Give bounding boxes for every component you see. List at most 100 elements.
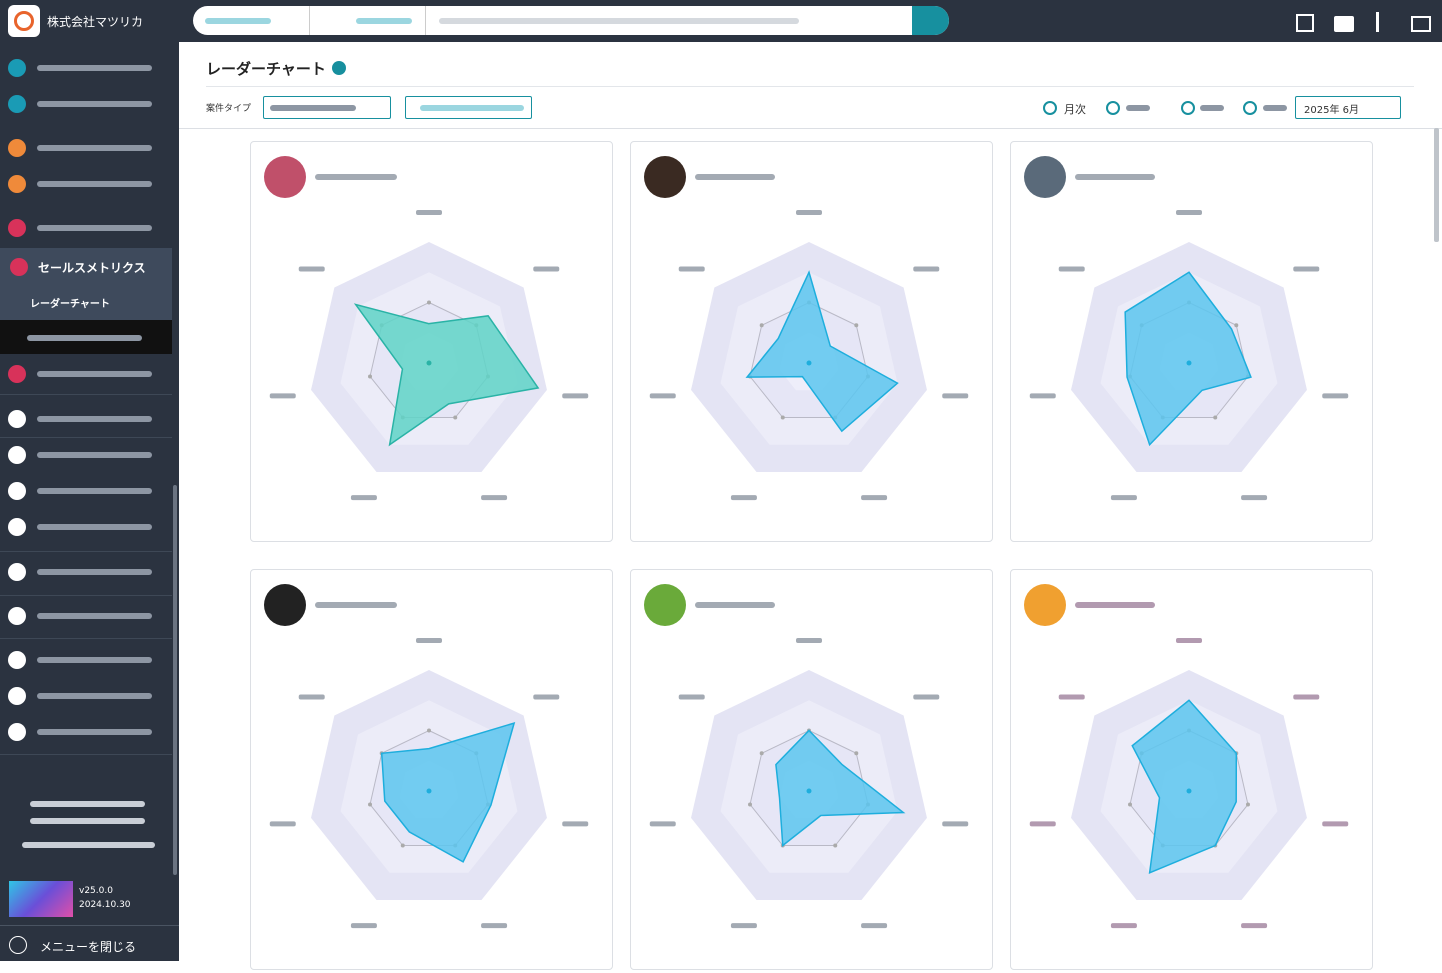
- axis-label: [861, 495, 888, 501]
- grid-dot: [854, 323, 859, 328]
- avatar: [644, 584, 686, 626]
- member-name: [1075, 602, 1155, 608]
- filter-button[interactable]: [405, 96, 532, 119]
- version: v25.0.0: [79, 886, 113, 896]
- member-name: [695, 602, 775, 608]
- center: [426, 360, 432, 366]
- period-select[interactable]: 2025年 6月: [1295, 96, 1401, 119]
- grid-ring: [720, 700, 898, 873]
- axis-label: [649, 821, 676, 827]
- axis-label: [1322, 393, 1349, 399]
- axis-label: [942, 393, 969, 399]
- banner: [9, 881, 73, 917]
- radar-area: [380, 721, 516, 863]
- grid-dot: [865, 374, 870, 379]
- axis-label: [481, 495, 508, 501]
- grid-ring: [1100, 272, 1278, 445]
- grid-dot: [379, 323, 384, 328]
- axis-label: [913, 266, 940, 272]
- section-label: セールスメトリクス: [38, 261, 146, 275]
- axis-label: [796, 210, 822, 215]
- grid-ring: [1159, 760, 1219, 819]
- grid-dot: [474, 323, 479, 328]
- member-card: [1010, 141, 1373, 542]
- grid-ring: [1129, 301, 1249, 419]
- help-icon[interactable]: [332, 61, 346, 75]
- grid-ring: [1071, 242, 1307, 473]
- member-card: [250, 141, 613, 542]
- grid-ring: [691, 670, 927, 901]
- grid-dot: [1128, 802, 1133, 807]
- search[interactable]: [193, 6, 949, 35]
- axis-label: [269, 393, 296, 399]
- axis-label: [1176, 638, 1202, 643]
- grid-dot: [1245, 374, 1250, 379]
- axis-label: [562, 821, 589, 827]
- radar-area: [775, 729, 906, 847]
- grid-ring: [399, 760, 459, 819]
- axis-label: [562, 393, 589, 399]
- grid-dot: [833, 843, 838, 848]
- grid-dot: [485, 374, 490, 379]
- grid-ring: [1071, 670, 1307, 901]
- company-name: 株式会社マツリカ: [47, 15, 144, 29]
- grid-dot: [368, 802, 373, 807]
- grid-dot: [1213, 843, 1218, 848]
- axis-label: [533, 266, 560, 272]
- axis-label: [649, 393, 676, 399]
- grid-dot: [759, 323, 764, 328]
- center: [806, 360, 812, 366]
- member-name: [1075, 174, 1155, 180]
- center: [426, 788, 432, 794]
- radar-chart: [1024, 584, 1349, 929]
- grid-dot: [453, 415, 458, 420]
- page-title: レーダーチャート: [206, 60, 326, 78]
- radio[interactable]: [1043, 101, 1057, 115]
- member-card: [250, 569, 613, 970]
- axis-label: [1241, 495, 1268, 501]
- grid-dot: [1187, 728, 1191, 733]
- center: [1186, 360, 1192, 366]
- axis-label: [298, 694, 325, 700]
- axis-label: [350, 495, 377, 501]
- grid-dot: [453, 843, 458, 848]
- grid-ring: [369, 301, 489, 419]
- axis-label: [861, 923, 888, 929]
- filter-label: 案件タイプ: [206, 104, 252, 114]
- axis-label: [1110, 495, 1137, 501]
- type-select[interactable]: [263, 96, 391, 119]
- grid-dot: [1234, 323, 1239, 328]
- axis-label: [1176, 210, 1202, 215]
- grid-dot: [865, 802, 870, 807]
- grid-dot: [379, 751, 384, 756]
- axis-label: [269, 821, 296, 827]
- axis-label: [730, 923, 757, 929]
- member-name: [315, 174, 397, 180]
- grid-dot: [427, 300, 431, 305]
- period-value: 2025年 6月: [1304, 105, 1359, 116]
- menu-section[interactable]: セールスメトリクス レーダーチャート: [0, 248, 172, 320]
- grid-ring: [1159, 332, 1219, 391]
- grid-ring: [691, 242, 927, 473]
- grid-dot: [780, 415, 785, 420]
- grid-dot: [1213, 415, 1218, 420]
- grid-dot: [1187, 300, 1191, 305]
- axis-label: [913, 694, 940, 700]
- member-card: [1010, 569, 1373, 970]
- grid-dot: [485, 802, 490, 807]
- radar-chart: [1024, 156, 1349, 501]
- grid-dot: [748, 802, 753, 807]
- radar-area: [745, 270, 899, 433]
- axis-label: [1058, 266, 1085, 272]
- grid-dot: [1128, 374, 1133, 379]
- member-card: [630, 141, 993, 542]
- member-card: [630, 569, 993, 970]
- release-date: 2024.10.30: [79, 900, 131, 910]
- radar-area: [1131, 699, 1238, 874]
- axis-label: [350, 923, 377, 929]
- grid-dot: [1160, 843, 1165, 848]
- close-menu[interactable]: メニューを閉じる: [40, 940, 137, 954]
- axis-label: [416, 210, 442, 215]
- axis-label: [298, 266, 325, 272]
